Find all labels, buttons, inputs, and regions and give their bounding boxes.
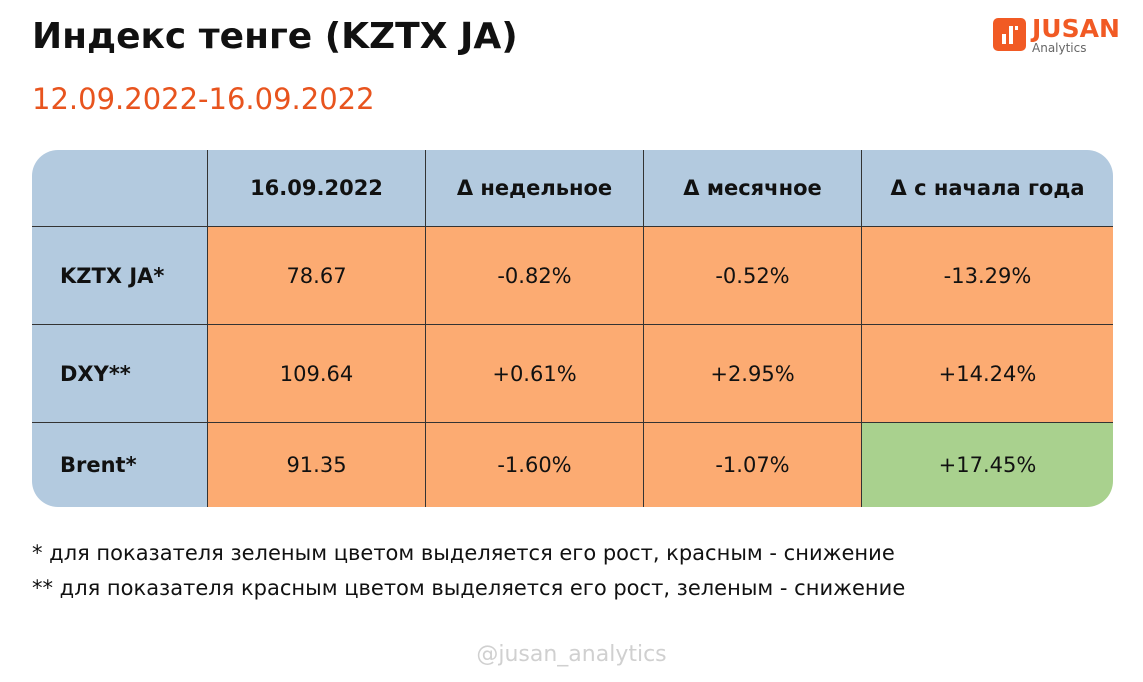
footer-handle: @jusan_analytics (476, 642, 667, 667)
row-label: Brent* (32, 423, 208, 507)
table-cell: +14.24% (862, 325, 1113, 423)
logo-glyph (1002, 26, 1018, 44)
note: ** для показателя красным цветом выделяе… (32, 576, 906, 600)
header-cell (32, 150, 208, 227)
logo-tagline: Analytics (1032, 41, 1087, 55)
table-cell: 109.64 (208, 325, 426, 423)
table-cell: +0.61% (426, 325, 644, 423)
note: * для показателя зеленым цветом выделяет… (32, 541, 895, 565)
table-cell: -0.82% (426, 227, 644, 325)
header-cell: 16.09.2022 (208, 150, 426, 227)
header-cell: Δ месячное (644, 150, 862, 227)
header-cell: Δ недельное (426, 150, 644, 227)
table-cell: -13.29% (862, 227, 1113, 325)
table-cell: -1.60% (426, 423, 644, 507)
table-cell: 91.35 (208, 423, 426, 507)
table: 16.09.2022 Δ недельное Δ месячное Δ с начал… (32, 150, 1113, 507)
table-cell: 78.67 (208, 227, 426, 325)
table-cell: -1.07% (644, 423, 862, 507)
row-label: KZTX JA* (32, 227, 208, 325)
table-cell: -0.52% (644, 227, 862, 325)
table-cell: +17.45% (862, 423, 1113, 507)
table-cell: +2.95% (644, 325, 862, 423)
logo-name: JUSAN (1032, 14, 1120, 43)
header-cell: Δ с начала года (862, 150, 1113, 227)
logo-icon (993, 18, 1026, 51)
title: Индекс тенге (KZTX JA) (32, 16, 518, 57)
subtitle: 12.09.2022-16.09.2022 (32, 82, 375, 116)
row-label: DXY** (32, 325, 208, 423)
